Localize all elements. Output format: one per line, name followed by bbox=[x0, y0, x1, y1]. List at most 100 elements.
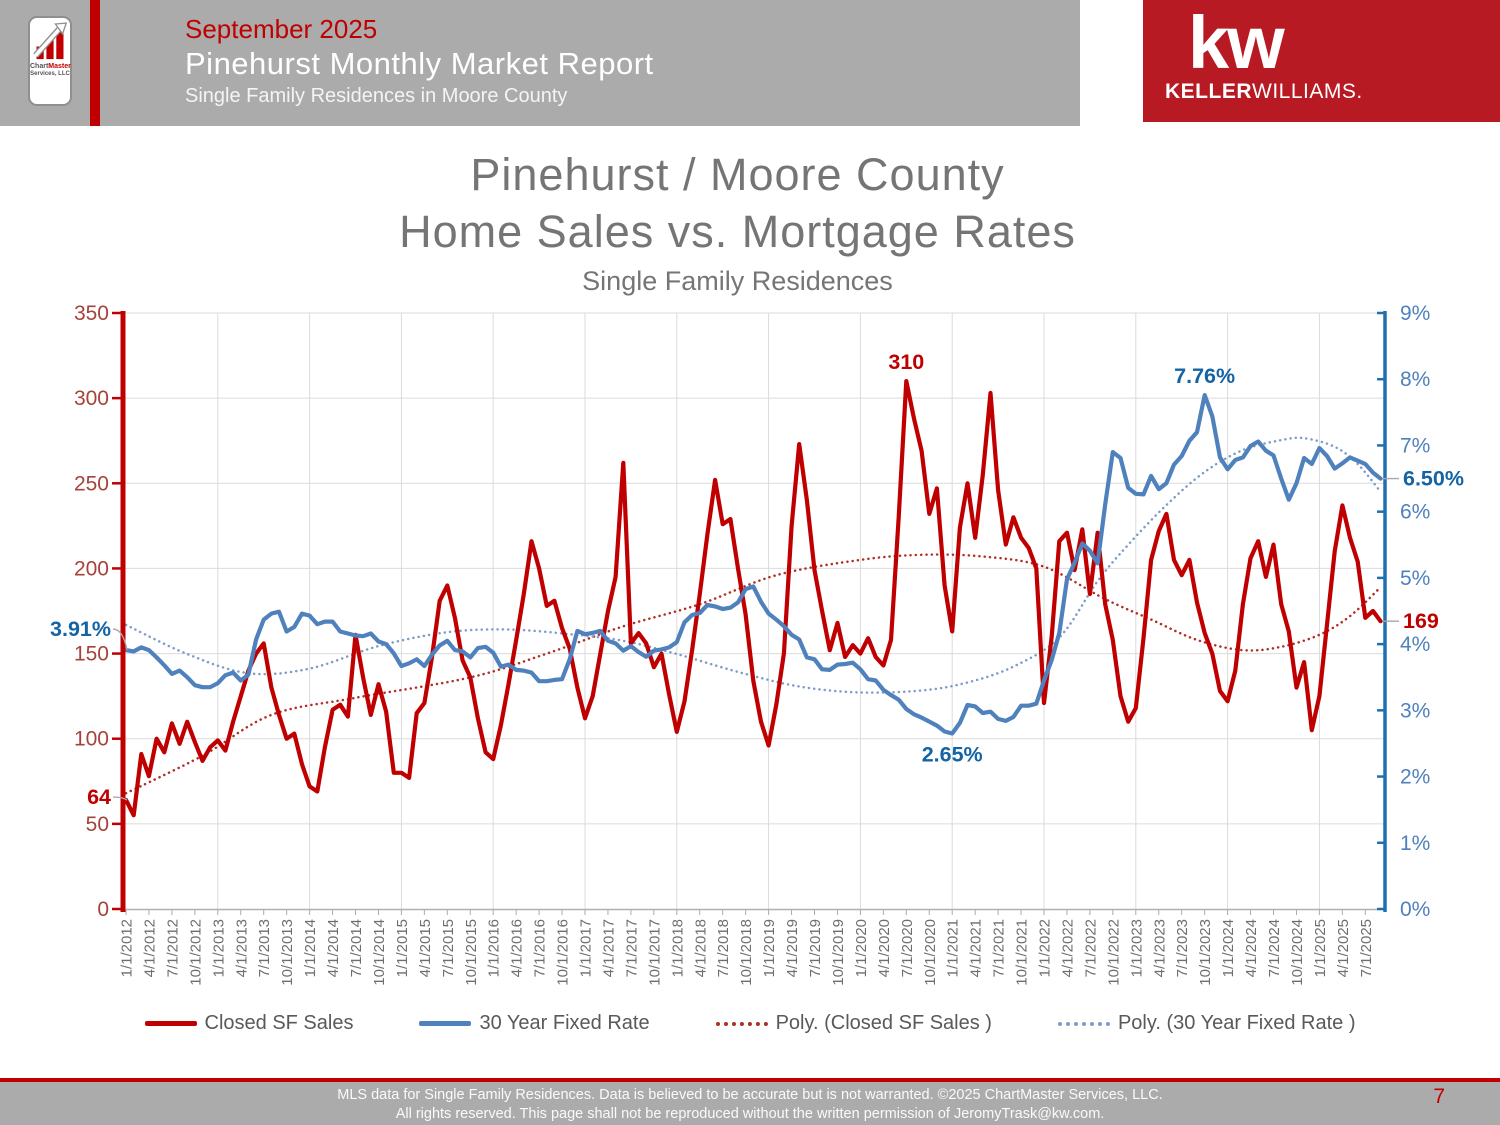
svg-text:4/1/2020: 4/1/2020 bbox=[876, 919, 893, 977]
legend-label: Closed SF Sales bbox=[204, 1012, 354, 1034]
svg-text:350: 350 bbox=[74, 302, 109, 325]
svg-text:7%: 7% bbox=[1400, 434, 1430, 457]
keller-williams-logo: kw KELLERWILLIAMS. bbox=[1143, 0, 1500, 122]
svg-text:7/1/2012: 7/1/2012 bbox=[164, 919, 181, 977]
svg-text:3.91%: 3.91% bbox=[50, 617, 111, 641]
svg-text:4/1/2018: 4/1/2018 bbox=[692, 919, 709, 977]
svg-text:10/1/2022: 10/1/2022 bbox=[1105, 919, 1122, 986]
report-subtitle: Single Family Residences in Moore County bbox=[185, 85, 568, 107]
svg-text:1/1/2015: 1/1/2015 bbox=[394, 919, 411, 977]
svg-text:2%: 2% bbox=[1400, 766, 1430, 789]
svg-text:3%: 3% bbox=[1400, 699, 1430, 722]
svg-text:4/1/2017: 4/1/2017 bbox=[601, 919, 618, 977]
svg-text:1/1/2020: 1/1/2020 bbox=[853, 919, 870, 977]
svg-text:4/1/2013: 4/1/2013 bbox=[233, 919, 250, 977]
footer-divider bbox=[0, 1078, 1500, 1082]
series-lines bbox=[123, 379, 1383, 818]
svg-text:7/1/2017: 7/1/2017 bbox=[623, 919, 640, 977]
right-axis: 0% 1% 2% 3% 4% 5% 6% 7% 8% 9% bbox=[1377, 302, 1430, 921]
svg-text:4/1/2019: 4/1/2019 bbox=[784, 919, 801, 977]
legend-item-2: Poly. (Closed SF Sales ) bbox=[715, 1012, 992, 1035]
svg-text:1/1/2012: 1/1/2012 bbox=[119, 919, 136, 977]
svg-text:5%: 5% bbox=[1400, 567, 1430, 590]
svg-text:4/1/2021: 4/1/2021 bbox=[968, 919, 985, 977]
svg-text:169: 169 bbox=[1403, 609, 1439, 633]
legend-swatch bbox=[419, 1021, 472, 1026]
kw-wordmark: KELLERWILLIAMS. bbox=[1165, 80, 1363, 103]
svg-text:10/1/2015: 10/1/2015 bbox=[463, 919, 480, 986]
series-left bbox=[123, 379, 1383, 818]
report-title: Pinehurst Monthly Market Report bbox=[185, 46, 654, 81]
gridlines-horizontal bbox=[123, 312, 1385, 825]
svg-text:6.50%: 6.50% bbox=[1403, 467, 1464, 491]
legend-label: 30 Year Fixed Rate bbox=[479, 1012, 650, 1034]
svg-text:7.76%: 7.76% bbox=[1174, 364, 1235, 388]
legend-swatch bbox=[715, 1021, 768, 1026]
svg-text:7/1/2015: 7/1/2015 bbox=[440, 919, 457, 977]
svg-text:10/1/2023: 10/1/2023 bbox=[1197, 919, 1214, 986]
svg-text:1/1/2019: 1/1/2019 bbox=[761, 919, 778, 977]
legend-item-3: Poly. (30 Year Fixed Rate ) bbox=[1057, 1012, 1356, 1035]
svg-text:10/1/2014: 10/1/2014 bbox=[371, 919, 388, 986]
svg-text:10/1/2016: 10/1/2016 bbox=[555, 919, 572, 986]
legend-item-1: 30 Year Fixed Rate bbox=[419, 1012, 650, 1035]
chart-title-block: Pinehurst / Moore County Home Sales vs. … bbox=[0, 146, 1475, 298]
logo-wordmark: ChartMaster bbox=[30, 63, 71, 70]
svg-text:4%: 4% bbox=[1400, 633, 1430, 656]
svg-text:0%: 0% bbox=[1400, 898, 1430, 921]
svg-text:7/1/2025: 7/1/2025 bbox=[1358, 919, 1375, 977]
svg-text:4/1/2023: 4/1/2023 bbox=[1151, 919, 1168, 977]
x-axis bbox=[123, 908, 1385, 915]
series-right bbox=[123, 393, 1383, 736]
kw-monogram: kw bbox=[1188, 1, 1285, 84]
svg-text:10/1/2012: 10/1/2012 bbox=[187, 919, 204, 986]
annotations: 64 3.91% 310 2.65% 7.76% 6.50% 169 bbox=[50, 350, 1464, 809]
left-axis: 0 50 100 150 200 250 300 350 bbox=[74, 302, 126, 921]
svg-text:7/1/2022: 7/1/2022 bbox=[1082, 919, 1099, 977]
svg-text:64: 64 bbox=[87, 785, 111, 809]
svg-text:6%: 6% bbox=[1400, 501, 1430, 524]
svg-text:1%: 1% bbox=[1400, 832, 1430, 855]
svg-text:0: 0 bbox=[97, 898, 109, 921]
svg-text:7/1/2021: 7/1/2021 bbox=[991, 919, 1008, 977]
svg-text:8%: 8% bbox=[1400, 368, 1430, 391]
svg-text:7/1/2014: 7/1/2014 bbox=[348, 919, 365, 977]
svg-text:2.65%: 2.65% bbox=[922, 743, 983, 767]
svg-text:4/1/2016: 4/1/2016 bbox=[509, 919, 526, 977]
x-axis-labels: 1/1/2012 4/1/2012 7/1/2012 10/1/2012 1/1/201… bbox=[119, 919, 1375, 986]
svg-text:7/1/2023: 7/1/2023 bbox=[1174, 919, 1191, 977]
svg-text:9%: 9% bbox=[1400, 302, 1430, 325]
svg-text:7/1/2024: 7/1/2024 bbox=[1266, 919, 1283, 977]
svg-text:10/1/2021: 10/1/2021 bbox=[1014, 919, 1031, 986]
svg-text:4/1/2012: 4/1/2012 bbox=[141, 919, 158, 977]
svg-text:250: 250 bbox=[74, 472, 109, 495]
svg-text:4/1/2022: 4/1/2022 bbox=[1060, 919, 1077, 977]
header-accent-stripe bbox=[90, 0, 100, 126]
svg-text:1/1/2025: 1/1/2025 bbox=[1312, 919, 1329, 977]
svg-text:1/1/2023: 1/1/2023 bbox=[1128, 919, 1145, 977]
svg-text:1/1/2017: 1/1/2017 bbox=[578, 919, 595, 977]
svg-text:310: 310 bbox=[888, 350, 924, 374]
chart-title-line1: Pinehurst / Moore County bbox=[470, 149, 1005, 200]
svg-text:1/1/2013: 1/1/2013 bbox=[210, 919, 227, 977]
svg-text:7/1/2018: 7/1/2018 bbox=[715, 919, 732, 977]
svg-text:10/1/2017: 10/1/2017 bbox=[646, 919, 663, 986]
footer-disclaimer-line2: All rights reserved. This page shall not… bbox=[395, 1106, 1105, 1122]
bar-chart-arrow-icon bbox=[33, 22, 68, 60]
svg-text:7/1/2019: 7/1/2019 bbox=[807, 919, 824, 977]
svg-text:4/1/2024: 4/1/2024 bbox=[1243, 919, 1260, 977]
svg-text:1/1/2021: 1/1/2021 bbox=[945, 919, 962, 977]
svg-text:300: 300 bbox=[74, 387, 109, 410]
logo-company-suffix: Services, LLC bbox=[30, 71, 70, 77]
chart-subtitle: Single Family Residences bbox=[582, 266, 893, 296]
svg-text:100: 100 bbox=[74, 728, 109, 751]
svg-text:4/1/2025: 4/1/2025 bbox=[1335, 919, 1352, 977]
svg-text:4/1/2015: 4/1/2015 bbox=[417, 919, 434, 977]
chart-legend: Closed SF Sales 30 Year Fixed Rate Poly. (… bbox=[0, 1012, 1500, 1035]
svg-text:200: 200 bbox=[74, 557, 109, 580]
svg-text:1/1/2024: 1/1/2024 bbox=[1220, 919, 1237, 977]
svg-text:7/1/2013: 7/1/2013 bbox=[256, 919, 273, 977]
svg-text:150: 150 bbox=[74, 643, 109, 666]
